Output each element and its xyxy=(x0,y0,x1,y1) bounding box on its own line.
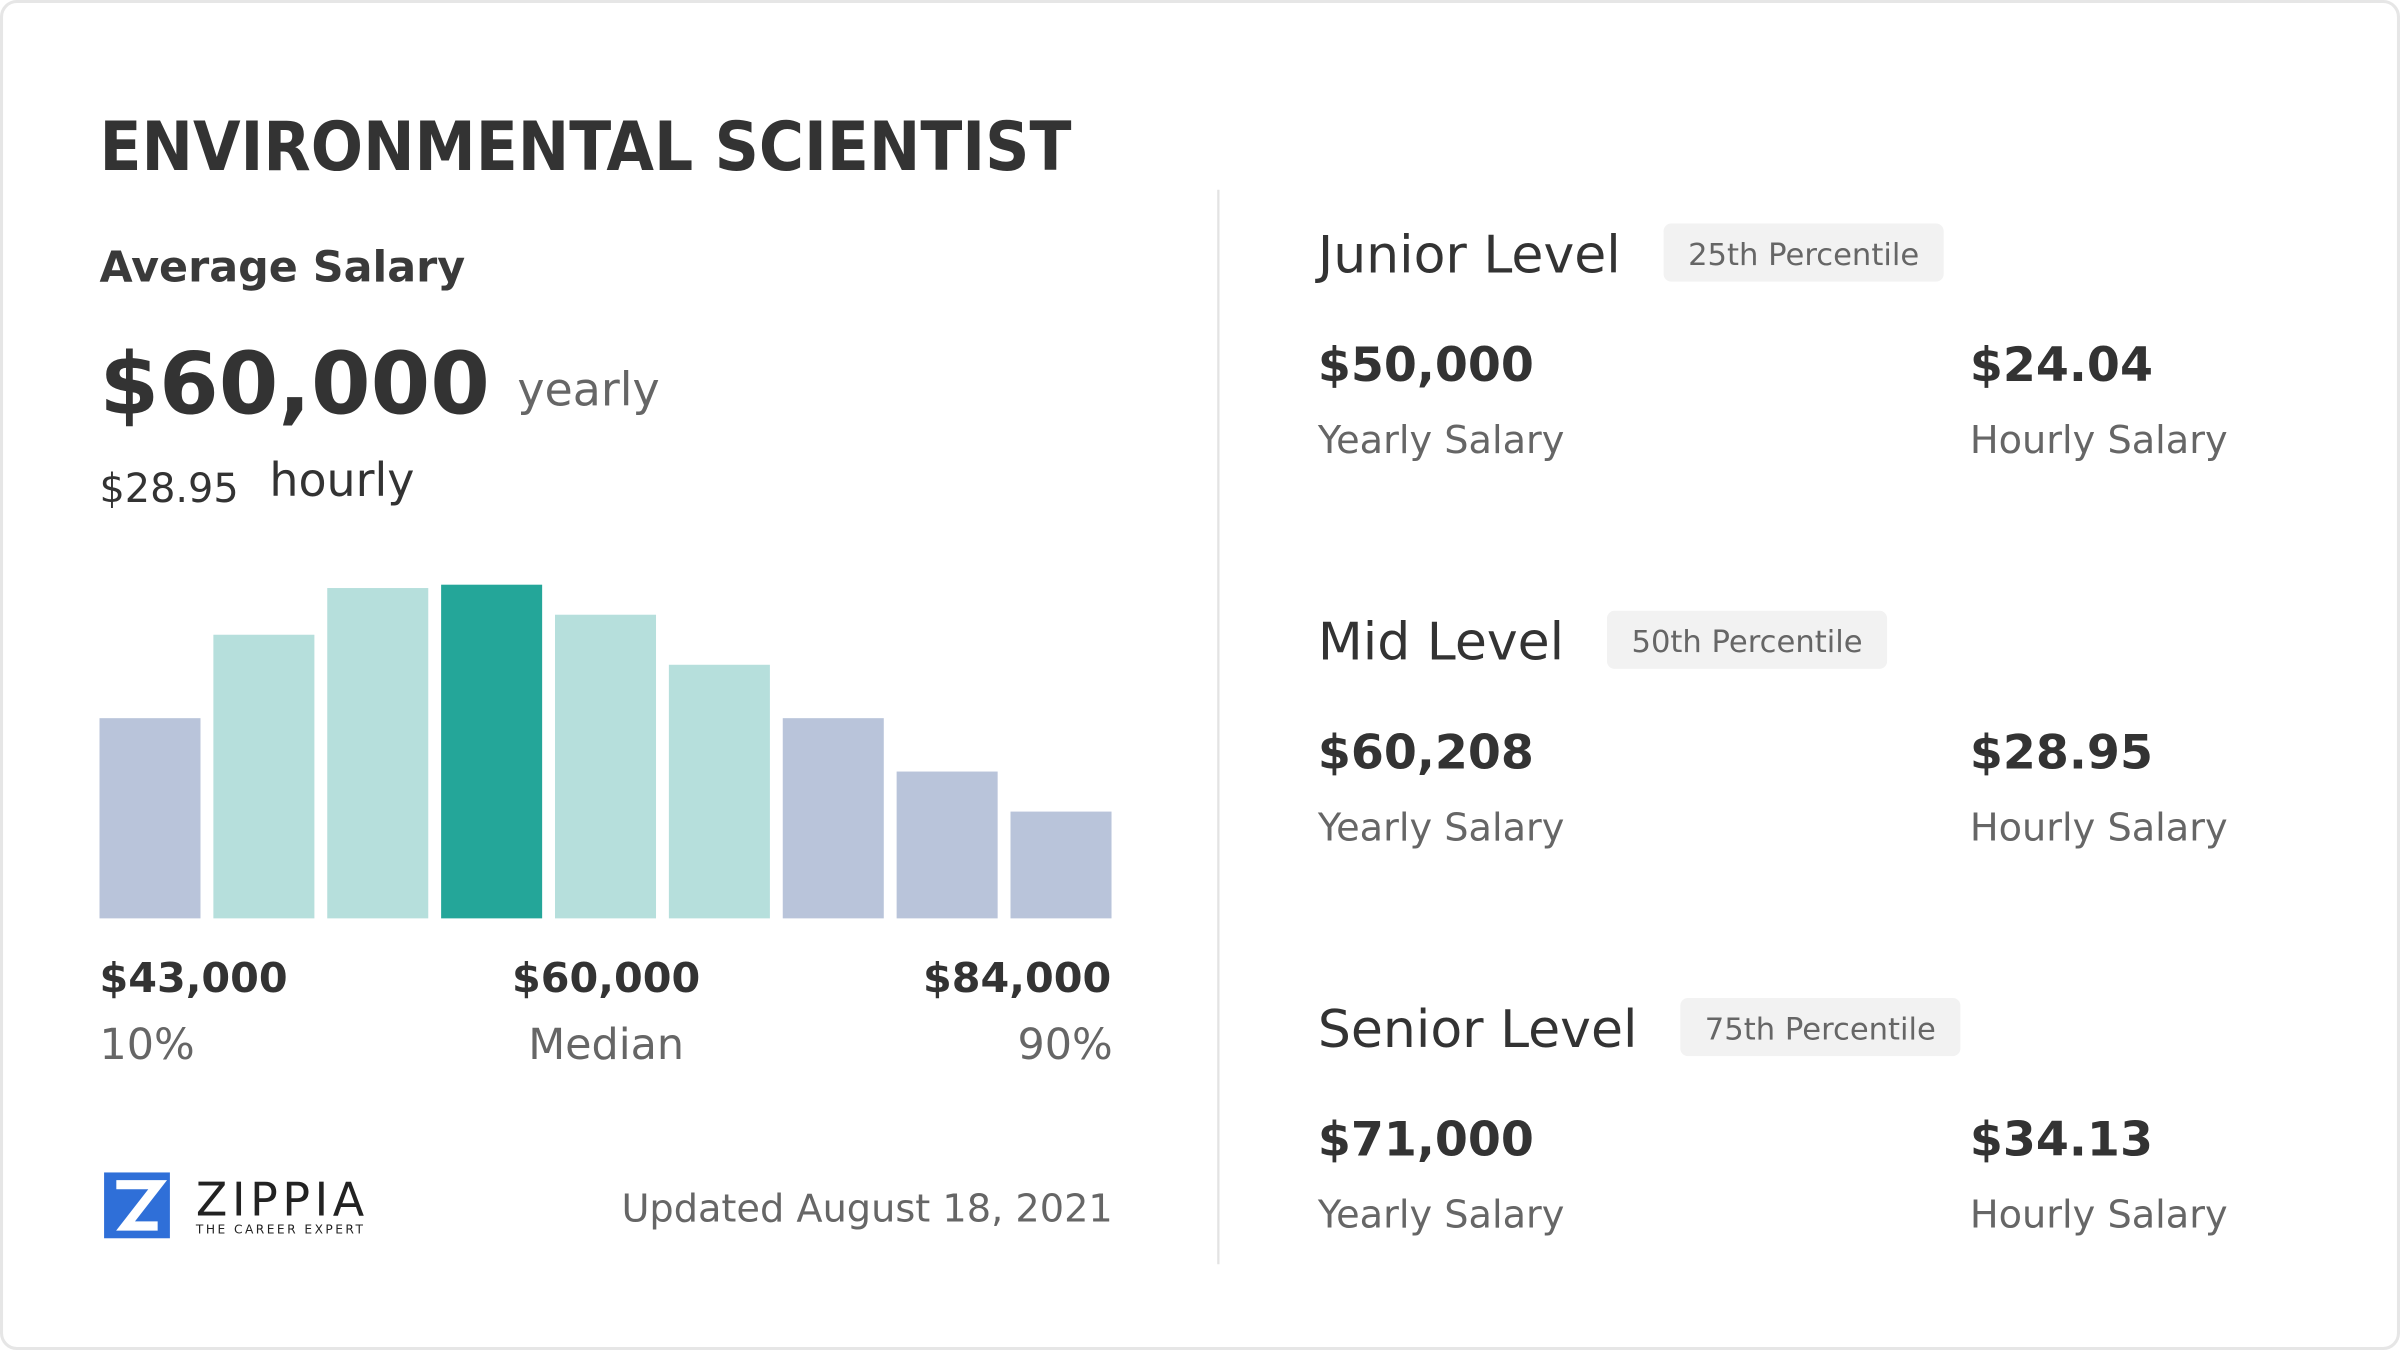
percentile-badge xyxy=(1680,997,1961,1057)
percentile: 25th Percentile xyxy=(1688,238,1919,273)
low-label: 10% xyxy=(99,1020,194,1070)
percentile: 50th Percentile xyxy=(1631,625,1862,660)
histogram-bar xyxy=(555,614,657,919)
levels: Junior Level 25th Percentile $50,000 Yearly… xyxy=(1315,223,2228,1238)
histogram-bar xyxy=(99,718,201,919)
high-amount: $84,000 xyxy=(923,954,1111,1002)
hourly-unit: hourly xyxy=(269,453,414,507)
updated-date: Updated August 18, 2021 xyxy=(621,1186,1112,1231)
yearly-salary: $71,000 xyxy=(1318,1113,1534,1168)
histogram-bar xyxy=(1010,811,1112,919)
hourly-salary: $28.95 xyxy=(1970,725,2153,780)
hourly-salary-label: Hourly Salary xyxy=(1970,1193,2228,1238)
high-label: 90% xyxy=(1018,1020,1113,1070)
average-label: Average Salary xyxy=(99,243,465,293)
brand-tagline: THE CAREER EXPERT xyxy=(195,1223,366,1237)
histogram-bar xyxy=(213,634,315,919)
logo-icon xyxy=(104,1172,170,1239)
histogram-bar xyxy=(782,718,884,919)
level-name: Mid Level xyxy=(1318,613,1564,673)
histogram xyxy=(99,584,1112,919)
low-amount: $43,000 xyxy=(99,954,287,1002)
yearly-salary-label: Yearly Salary xyxy=(1317,805,1565,850)
brand-name: ZIPPIA xyxy=(196,1172,369,1226)
title: ENVIRONMENTAL SCIENTIST xyxy=(99,107,1071,186)
level-name: Junior Level xyxy=(1315,225,1621,285)
percentile-badge xyxy=(1606,610,1888,669)
average-yearly: $60,000 xyxy=(99,334,489,434)
hourly-salary: $34.13 xyxy=(1970,1113,2153,1168)
median-label: Median xyxy=(528,1020,684,1070)
hourly-salary-label: Hourly Salary xyxy=(1970,418,2228,463)
yearly-salary: $50,000 xyxy=(1318,338,1534,393)
hourly-salary-label: Hourly Salary xyxy=(1970,805,2228,850)
average-hourly: $28.95 xyxy=(99,466,238,512)
median-amount: $60,000 xyxy=(512,954,700,1002)
yearly-salary: $60,208 xyxy=(1318,725,1534,780)
histogram-bar xyxy=(668,664,770,919)
histogram-bar xyxy=(327,588,429,919)
level-name: Senior Level xyxy=(1318,1000,1638,1060)
percentile-badge xyxy=(1663,223,1944,282)
yearly-salary-label: Yearly Salary xyxy=(1317,418,1565,463)
percentile: 75th Percentile xyxy=(1705,1012,1936,1047)
histogram-bar xyxy=(896,771,998,919)
yearly-salary-label: Yearly Salary xyxy=(1317,1193,1565,1238)
hourly-salary: $24.04 xyxy=(1970,338,2153,393)
histogram-bar xyxy=(441,584,543,919)
yearly-unit: yearly xyxy=(517,363,659,417)
